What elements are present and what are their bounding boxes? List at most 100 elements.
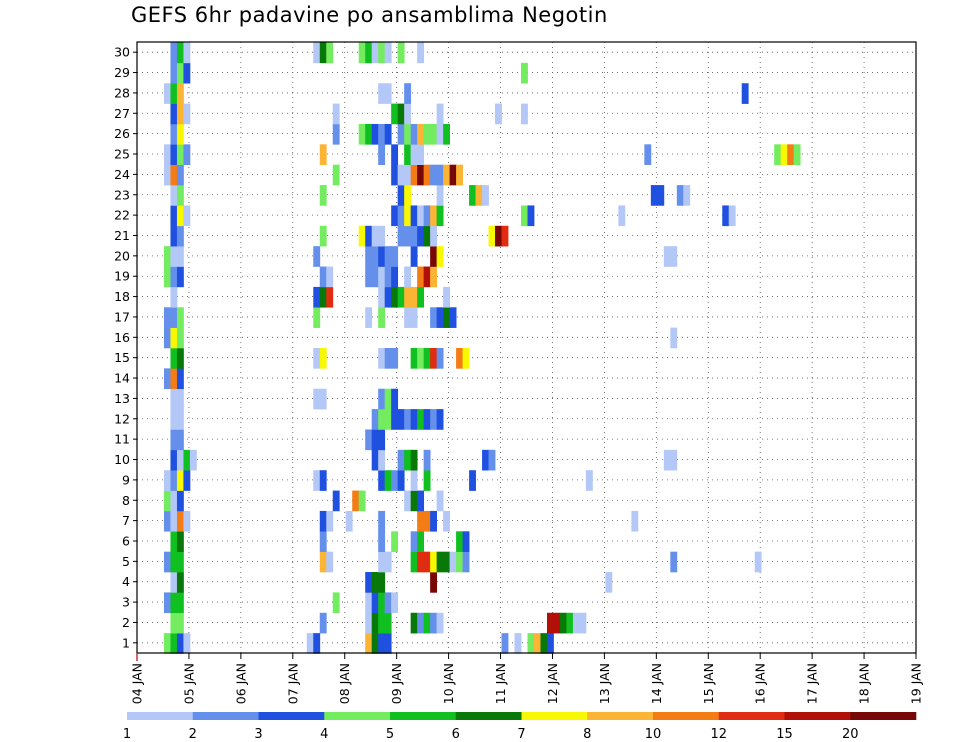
heatmap-cell [176, 368, 184, 390]
heatmap-cell [417, 612, 425, 634]
heatmap-cell [391, 470, 399, 491]
heatmap-cell [163, 307, 171, 328]
heatmap-cell [332, 490, 340, 512]
heatmap-cell [319, 531, 327, 552]
heatmap-cell [378, 246, 386, 267]
heatmap-cell [319, 612, 327, 634]
heatmap-cell [430, 551, 438, 573]
legend-label: 5 [386, 727, 394, 742]
heatmap-cell [495, 103, 502, 125]
heatmap-cell [404, 144, 412, 165]
y-tick-label: 26 [114, 126, 130, 141]
heatmap-cell [410, 470, 418, 491]
heatmap-cell [546, 633, 554, 654]
heatmap-cell [183, 633, 191, 654]
heatmap-cell [495, 225, 502, 247]
heatmap-cell [423, 449, 431, 471]
heatmap-cell [378, 470, 386, 491]
heatmap-cell [378, 83, 386, 104]
heatmap-cell [423, 123, 431, 145]
y-axis: 1234567891011121314151617181920212223242… [114, 45, 137, 650]
heatmap-cell [430, 348, 438, 369]
heatmap-cell [170, 307, 178, 328]
heatmap-cell [417, 551, 425, 573]
heatmap-cell [436, 551, 444, 573]
heatmap-cell [378, 307, 386, 328]
heatmap-cell [365, 572, 373, 593]
heatmap-cell [345, 510, 353, 532]
heatmap-cell [163, 83, 171, 104]
heatmap-cell [313, 246, 321, 267]
heatmap-cell [417, 205, 425, 227]
heatmap-cell [176, 307, 184, 328]
heatmap-cell [183, 103, 191, 125]
heatmap-cell [462, 531, 470, 552]
heatmap-cell [371, 123, 379, 145]
heatmap-cell [436, 185, 444, 206]
heatmap-cell [521, 205, 528, 227]
heatmap-cell [371, 225, 379, 247]
heatmap-cell [430, 307, 438, 328]
heatmap-cell [397, 470, 405, 491]
x-tick-label: 04 JAN [130, 663, 145, 704]
heatmap-cell [410, 531, 418, 552]
y-tick-label: 3 [122, 595, 130, 610]
heatmap-cell [579, 612, 587, 634]
heatmap-cell [404, 286, 412, 308]
heatmap-cell [676, 185, 684, 206]
x-tick-label: 12 JAN [545, 663, 560, 704]
heatmap-cell [793, 144, 801, 165]
heatmap-cell [436, 103, 444, 125]
heatmap-cell [378, 531, 386, 552]
x-tick-label: 09 JAN [389, 663, 404, 704]
heatmap-cell [170, 266, 178, 288]
heatmap-cell [176, 572, 184, 593]
heatmap-cell [391, 246, 399, 267]
heatmap-cell [170, 225, 178, 247]
x-tick-label: 18 JAN [857, 663, 872, 704]
heatmap-cell [650, 185, 658, 206]
heatmap-cell [183, 42, 191, 64]
y-tick-label: 30 [114, 45, 130, 60]
legend-label: 15 [776, 727, 793, 742]
heatmap-cell [417, 123, 425, 145]
heatmap-cell [319, 144, 327, 165]
heatmap-cell [430, 225, 438, 247]
heatmap-cell [475, 185, 483, 206]
heatmap-cell [170, 144, 178, 165]
heatmap-cell [384, 42, 392, 64]
heatmap-cell [436, 409, 444, 430]
heatmap-cell [670, 449, 678, 471]
heatmap-cell [501, 633, 509, 654]
heatmap-cell [319, 185, 327, 206]
x-axis: 04 JAN 05 JAN 06 JAN 07 JAN 08 JAN 09 JAN 10 J… [130, 653, 924, 704]
heatmap-cell [313, 42, 321, 64]
heatmap-cell [430, 164, 438, 186]
heatmap-cell [313, 388, 321, 410]
x-tick-label: 11 JAN [493, 663, 508, 704]
y-tick-label: 14 [114, 371, 130, 386]
heatmap-cell [728, 205, 736, 227]
heatmap-cell [371, 449, 379, 471]
heatmap-cell [371, 409, 379, 430]
heatmap-cell [170, 510, 178, 532]
heatmap-cell [527, 633, 535, 654]
heatmap-cell [176, 592, 184, 614]
x-tick-label: 08 JAN [337, 663, 352, 704]
heatmap-cell [170, 185, 178, 206]
heatmap-cell [170, 612, 178, 634]
heatmap-cell [170, 205, 178, 227]
heatmap-cell [391, 205, 399, 227]
heatmap-cell [163, 266, 171, 288]
heatmap-cell [365, 123, 373, 145]
heatmap-cell [170, 388, 178, 410]
heatmap-cell [423, 205, 431, 227]
y-tick-label: 18 [114, 289, 130, 304]
x-tick-label: 10 JAN [441, 663, 456, 704]
legend-label: 12 [710, 727, 727, 742]
heatmap-cell [443, 510, 450, 532]
heatmap-cell [176, 470, 184, 491]
heatmap-cell [436, 307, 444, 328]
heatmap-cell [358, 490, 366, 512]
heatmap-cell [313, 286, 321, 308]
